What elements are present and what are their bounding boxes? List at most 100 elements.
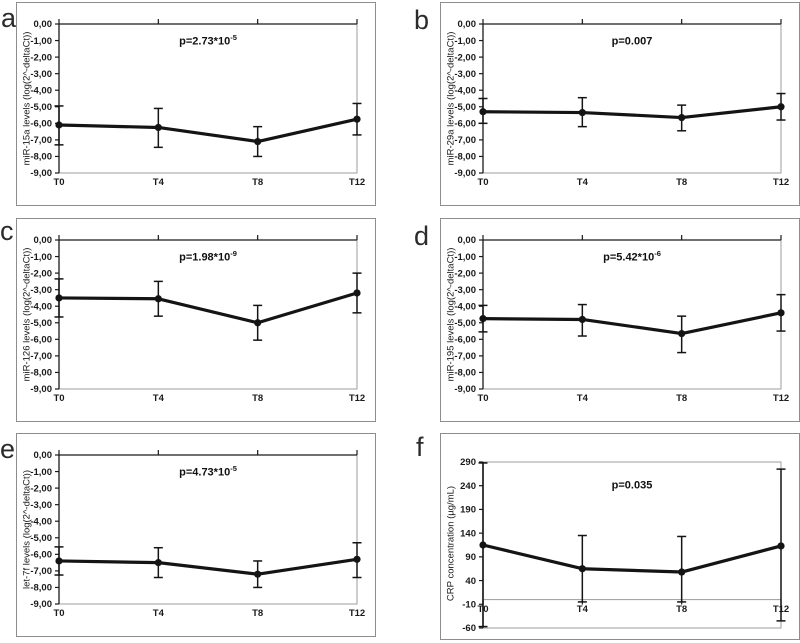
y-tick-label: -1,00: [454, 252, 476, 263]
data-point: [578, 108, 586, 117]
data-point: [353, 289, 361, 297]
data-line: [58, 557, 358, 576]
p-value-label: p=0.035: [483, 477, 781, 492]
y-tick-label: -5,00: [30, 318, 52, 329]
data-point: [678, 113, 686, 122]
y-tick-label: -9,00: [30, 168, 52, 179]
data-line: [58, 291, 358, 325]
y-tick-label: 290: [460, 457, 476, 468]
x-tick-label: T4: [577, 177, 589, 188]
y-tick-label: -9,00: [30, 384, 52, 395]
y-tick-label: -1,00: [30, 467, 52, 478]
panel-letter-f: f: [416, 432, 424, 462]
y-tick-label: -4,00: [454, 301, 476, 312]
x-tick-label: T0: [477, 393, 488, 404]
x-tick-label: T8: [252, 393, 263, 404]
p-value-exponent: -9: [230, 249, 237, 258]
data-line: [482, 105, 782, 120]
y-tick-label: 0,00: [458, 235, 477, 246]
y-tick-label: -7,00: [454, 135, 476, 146]
data-point: [55, 557, 63, 565]
panel-letter-b: b: [414, 5, 430, 35]
p-value-label: p=5.42*10-6: [483, 249, 781, 264]
y-tick-label: -1,00: [454, 36, 476, 47]
data-line: [482, 311, 782, 336]
p-value-base: p=2.73*10: [179, 35, 231, 48]
panel-letter-d: d: [414, 221, 430, 251]
y-tick-label: -4,00: [30, 301, 52, 312]
panel-c: 0,00 -1,00 -2,00 -3,00 -4,00 -5,00 -6,00 -7,00 -…: [16, 218, 376, 422]
chart-mir195: 0,00 -1,00 -2,00 -3,00 -4,00 -5,00 -6,00 -7,00 -…: [454, 235, 789, 404]
p-value-base: p=0.035: [611, 479, 653, 492]
y-tick-label: 90: [465, 552, 476, 563]
y-tick-label: -9,00: [30, 599, 52, 610]
y-tick-label: -60: [462, 623, 476, 634]
y-tick-label: -1,00: [30, 36, 52, 47]
y-tick-label: -5,00: [30, 533, 52, 544]
y-tick-label: -6,00: [30, 335, 52, 346]
y-tick-label: -4,00: [30, 85, 52, 96]
p-value-exponent: -5: [230, 464, 237, 473]
p-value-label: p=4.73*10-5: [59, 464, 357, 479]
x-tick-label: T4: [153, 177, 165, 188]
data-point: [353, 555, 361, 563]
chart-mir126: 0,00 -1,00 -2,00 -3,00 -4,00 -5,00 -6,00 -7,00 -…: [30, 235, 365, 404]
p-value-base: p=0.007: [611, 35, 653, 48]
data-point: [678, 329, 686, 338]
y-tick-label: -8,00: [30, 152, 52, 163]
y-tick-label: -2,00: [454, 268, 476, 279]
panel-a: 0,00 -1,00 -2,00 -3,00 -4,00 -5,00 -6,00 -7,00 -…: [16, 2, 376, 206]
p-value-label: p=1.98*10-9: [59, 249, 357, 264]
y-axis-title: let-7f levels (log(2^-deltaCt)): [21, 469, 33, 590]
x-tick-label: T12: [349, 608, 365, 619]
x-tick-label: T4: [577, 393, 589, 404]
x-tick-label: T4: [153, 608, 165, 619]
y-tick-label: -9,00: [454, 384, 476, 395]
panel-letter-c: c: [0, 216, 14, 246]
y-tick-label: -2,00: [30, 52, 52, 63]
data-point: [578, 565, 586, 573]
x-tick-label: T0: [53, 393, 64, 404]
x-tick-label: T8: [676, 177, 687, 188]
x-tick-label: T12: [773, 177, 789, 188]
y-tick-label: 0,00: [34, 19, 53, 30]
data-point: [678, 568, 686, 576]
panel-d: 0,00 -1,00 -2,00 -3,00 -4,00 -5,00 -6,00 -7,00 -…: [440, 218, 800, 422]
y-tick-label: -8,00: [454, 152, 476, 163]
data-point: [154, 295, 162, 303]
y-tick-label: -5,00: [30, 102, 52, 113]
y-axis-title: miR-15a levels (log(2^-deltaCt)): [21, 31, 33, 166]
data-point: [353, 115, 361, 123]
data-point: [777, 103, 785, 111]
panel-b: 0,00 -1,00 -2,00 -3,00 -4,00 -5,00 -6,00 -7,00 -…: [440, 2, 800, 206]
x-tick-label: T0: [477, 177, 488, 188]
x-tick-label: T12: [349, 177, 365, 188]
y-tick-label: -8,00: [30, 368, 52, 379]
y-tick-label: -3,00: [30, 285, 52, 296]
chart-mir15a: 0,00 -1,00 -2,00 -3,00 -4,00 -5,00 -6,00 -7,00 -…: [30, 19, 365, 188]
p-value-label: p=2.73*10-5: [59, 33, 357, 48]
panel-letter-e: e: [0, 434, 16, 464]
y-tick-label: 140: [460, 528, 476, 539]
y-tick-label: -7,00: [30, 351, 52, 362]
y-tick-label: -10: [462, 599, 476, 610]
y-tick-label: 0,00: [34, 450, 53, 461]
y-axis-title: miR-195 levels (log(2^-deltaCt)): [445, 247, 457, 382]
p-value-exponent: -5: [230, 33, 237, 42]
y-tick-label: -3,00: [30, 500, 52, 511]
x-tick-label: T8: [252, 608, 263, 619]
y-tick-label: -7,00: [454, 351, 476, 362]
y-tick-label: -3,00: [454, 285, 476, 296]
y-axis-title: CRP concentration (µg/mL): [445, 485, 457, 602]
data-point: [479, 108, 487, 116]
y-tick-label: -6,00: [30, 119, 52, 130]
x-tick-label: T8: [676, 393, 687, 404]
p-value-label: p=0.007: [483, 33, 781, 48]
y-tick-label: -3,00: [454, 69, 476, 80]
y-tick-label: 40: [465, 576, 476, 587]
y-axis-title: miR-126 levels (log(2^-deltaCt)): [21, 247, 33, 382]
y-tick-label: -2,00: [30, 268, 52, 279]
